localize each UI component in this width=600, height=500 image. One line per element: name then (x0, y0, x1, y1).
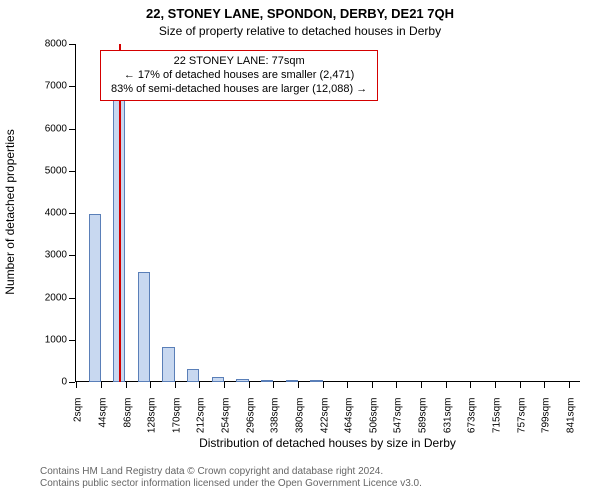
y-tick-label: 3000 (35, 250, 67, 261)
x-tick (544, 382, 545, 388)
x-tick (199, 382, 200, 388)
x-tick (495, 382, 496, 388)
x-tick-label: 2sqm (73, 398, 84, 448)
bar (89, 214, 101, 382)
x-tick-label: 296sqm (245, 398, 256, 448)
y-tick-label: 2000 (35, 292, 67, 303)
x-tick-label: 799sqm (541, 398, 552, 448)
x-tick-label: 589sqm (417, 398, 428, 448)
x-tick-label: 170sqm (171, 398, 182, 448)
x-tick-label: 254sqm (221, 398, 232, 448)
annotation-box: 22 STONEY LANE: 77sqm ← 17% of detached … (100, 50, 378, 101)
x-tick (446, 382, 447, 388)
y-axis-label: Number of detached properties (3, 112, 17, 312)
x-tick (372, 382, 373, 388)
x-tick-label: 715sqm (491, 398, 502, 448)
x-tick-label: 422sqm (319, 398, 330, 448)
bar (236, 379, 248, 382)
x-tick-label: 338sqm (270, 398, 281, 448)
bar (138, 272, 150, 382)
x-tick-label: 212sqm (196, 398, 207, 448)
y-tick (69, 171, 75, 172)
x-tick (249, 382, 250, 388)
bar (310, 380, 322, 382)
x-tick (323, 382, 324, 388)
footer: Contains HM Land Registry data © Crown c… (40, 466, 422, 490)
x-tick (421, 382, 422, 388)
y-tick-label: 5000 (35, 165, 67, 176)
y-tick (69, 382, 75, 383)
chart-title: 22, STONEY LANE, SPONDON, DERBY, DE21 7Q… (0, 6, 600, 21)
x-tick-label: 86sqm (122, 398, 133, 448)
y-tick-label: 8000 (35, 39, 67, 50)
footer-line-1: Contains HM Land Registry data © Crown c… (40, 466, 422, 478)
x-tick (76, 382, 77, 388)
y-tick (69, 213, 75, 214)
x-tick-label: 673sqm (467, 398, 478, 448)
x-tick-label: 631sqm (442, 398, 453, 448)
x-tick (126, 382, 127, 388)
y-tick-label: 1000 (35, 334, 67, 345)
bar (187, 369, 199, 382)
x-tick-label: 841sqm (565, 398, 576, 448)
annotation-line-2: ← 17% of detached houses are smaller (2,… (111, 69, 367, 83)
x-tick (150, 382, 151, 388)
y-tick-label: 7000 (35, 81, 67, 92)
y-tick (69, 44, 75, 45)
x-tick (396, 382, 397, 388)
x-tick (520, 382, 521, 388)
bar (261, 380, 273, 382)
y-tick (69, 86, 75, 87)
y-tick (69, 340, 75, 341)
x-tick (175, 382, 176, 388)
chart-subtitle: Size of property relative to detached ho… (0, 24, 600, 38)
x-tick (470, 382, 471, 388)
x-tick (569, 382, 570, 388)
y-tick-label: 0 (35, 377, 67, 388)
annotation-line-3: 83% of semi-detached houses are larger (… (111, 83, 367, 97)
y-tick-label: 6000 (35, 123, 67, 134)
y-tick-label: 4000 (35, 208, 67, 219)
y-tick (69, 298, 75, 299)
x-tick (273, 382, 274, 388)
x-tick (101, 382, 102, 388)
x-tick (347, 382, 348, 388)
x-tick-label: 44sqm (97, 398, 108, 448)
x-tick-label: 128sqm (147, 398, 158, 448)
bar (286, 380, 298, 382)
annotation-line-1: 22 STONEY LANE: 77sqm (111, 55, 367, 69)
x-tick-label: 757sqm (516, 398, 527, 448)
x-tick (224, 382, 225, 388)
x-tick-label: 547sqm (393, 398, 404, 448)
chart-container: { "title": { "line1": "22, STONEY LANE, … (0, 0, 600, 500)
x-tick (298, 382, 299, 388)
y-tick (69, 255, 75, 256)
bar (212, 377, 224, 382)
x-tick-label: 506sqm (369, 398, 380, 448)
footer-line-2: Contains public sector information licen… (40, 478, 422, 490)
x-tick-label: 380sqm (295, 398, 306, 448)
y-tick (69, 129, 75, 130)
x-tick-label: 464sqm (344, 398, 355, 448)
bar (162, 347, 174, 382)
